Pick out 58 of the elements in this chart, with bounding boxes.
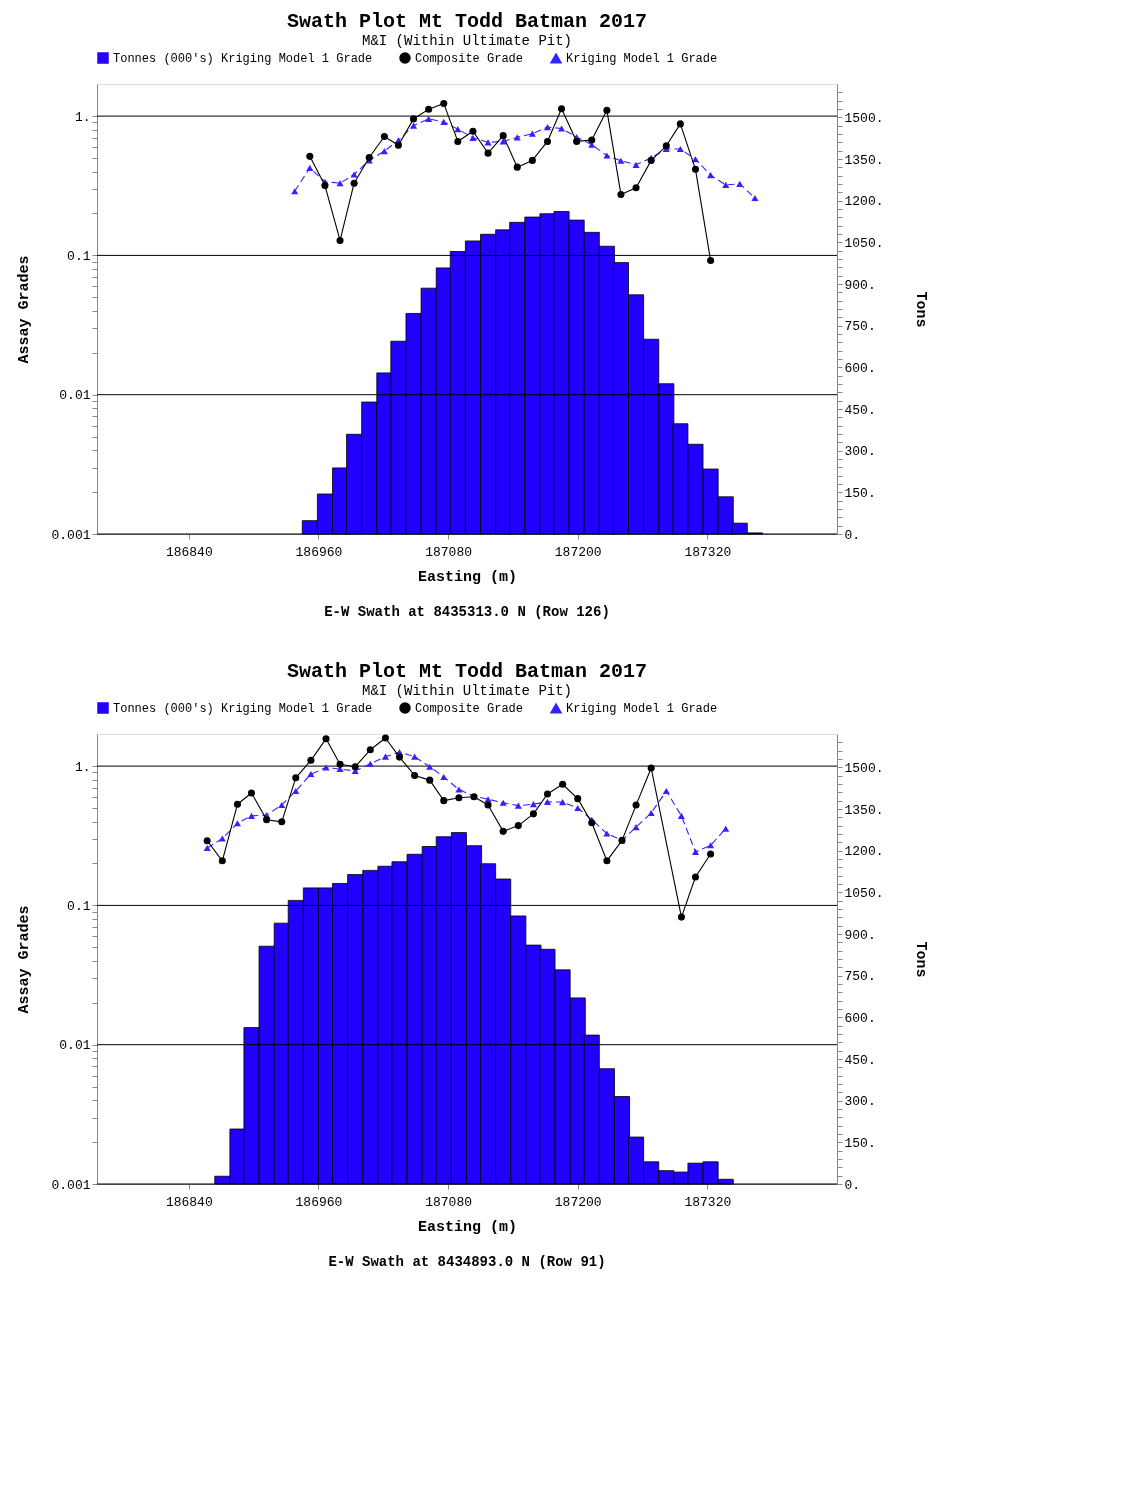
x-axis-title: Easting (m) bbox=[417, 1218, 518, 1236]
y-tick-label: 1. bbox=[74, 109, 91, 125]
x-tick-label: 187200 bbox=[554, 544, 602, 560]
y2-tick-label: 750. bbox=[844, 969, 876, 985]
y2-tick-label: 1200. bbox=[844, 844, 884, 860]
y-axis-title: Assay Grades bbox=[16, 905, 34, 1014]
y2-tick-label: 750. bbox=[844, 319, 876, 335]
x-tick-label: 187320 bbox=[684, 544, 732, 560]
legend-label: Composite Grade bbox=[415, 702, 524, 716]
y-axis-title: Assay Grades bbox=[16, 255, 34, 364]
legend-label: Tonnes (000's) Kriging Model 1 Grade bbox=[113, 702, 373, 716]
legend-label: Kriging Model 1 Grade bbox=[566, 52, 718, 67]
y-tick-label: 0.1 bbox=[67, 248, 91, 264]
y2-tick-label: 300. bbox=[844, 1094, 876, 1110]
y-tick-label: 0.001 bbox=[51, 1177, 91, 1193]
y2-tick-label: 0. bbox=[844, 1177, 861, 1193]
legend-label: Composite Grade bbox=[415, 52, 524, 66]
x-tick-label: 186960 bbox=[295, 544, 343, 560]
x-tick-label: 187320 bbox=[684, 1194, 732, 1210]
y-tick-label: 0.001 bbox=[51, 527, 91, 543]
chart-title: Swath Plot Mt Todd Batman 2017 bbox=[286, 660, 648, 683]
y-tick-label: 0.01 bbox=[59, 388, 91, 404]
y-tick-label: 1. bbox=[74, 759, 91, 775]
x-tick-label: 187080 bbox=[425, 544, 472, 560]
text: E-W Swath at 8434893.0 N (Row 91) bbox=[328, 1254, 606, 1270]
y2-tick-label: 1500. bbox=[844, 760, 884, 776]
x-tick-label: 187200 bbox=[554, 1194, 602, 1210]
y2-tick-label: 900. bbox=[844, 927, 876, 943]
y2-tick-label: 150. bbox=[844, 1135, 876, 1151]
legend-label: Tonnes (000's) Kriging Model 1 Grade bbox=[113, 52, 373, 66]
x-tick-label: 186840 bbox=[165, 1194, 213, 1210]
chart-subtitle: M&I (Within Ultimate Pit) bbox=[361, 33, 573, 49]
chart-title: Swath Plot Mt Todd Batman 2017 bbox=[286, 10, 648, 33]
y2-tick-label: 450. bbox=[844, 402, 876, 418]
x-tick-label: 186840 bbox=[165, 544, 213, 560]
legend-label: Kriging Model 1 Grade bbox=[566, 702, 718, 717]
y2-axis-title: Tons bbox=[911, 291, 929, 328]
y2-tick-label: 1050. bbox=[844, 235, 884, 251]
chart-subtitle: M&I (Within Ultimate Pit) bbox=[361, 683, 573, 699]
x-tick-label: 186960 bbox=[295, 1194, 343, 1210]
y2-tick-label: 1050. bbox=[844, 885, 884, 901]
y2-tick-label: 150. bbox=[844, 485, 876, 501]
y2-tick-label: 300. bbox=[844, 444, 876, 460]
y2-tick-label: 900. bbox=[844, 277, 876, 293]
y2-tick-label: 1350. bbox=[844, 152, 884, 168]
y-tick-label: 0.01 bbox=[59, 1038, 91, 1054]
y2-axis-title: Tons bbox=[911, 941, 929, 978]
x-axis-title: Easting (m) bbox=[417, 568, 518, 586]
y2-tick-label: 1200. bbox=[844, 194, 884, 210]
x-tick-label: 187080 bbox=[425, 1194, 472, 1210]
y2-tick-label: 0. bbox=[844, 527, 861, 543]
y2-tick-label: 600. bbox=[844, 1010, 876, 1026]
y2-tick-label: 450. bbox=[844, 1052, 876, 1068]
y2-tick-label: 600. bbox=[844, 360, 876, 376]
y-tick-label: 0.1 bbox=[67, 898, 91, 914]
y2-tick-label: 1500. bbox=[844, 110, 884, 126]
y2-tick-label: 1350. bbox=[844, 802, 884, 818]
text: E-W Swath at 8435313.0 N (Row 126) bbox=[324, 604, 610, 620]
